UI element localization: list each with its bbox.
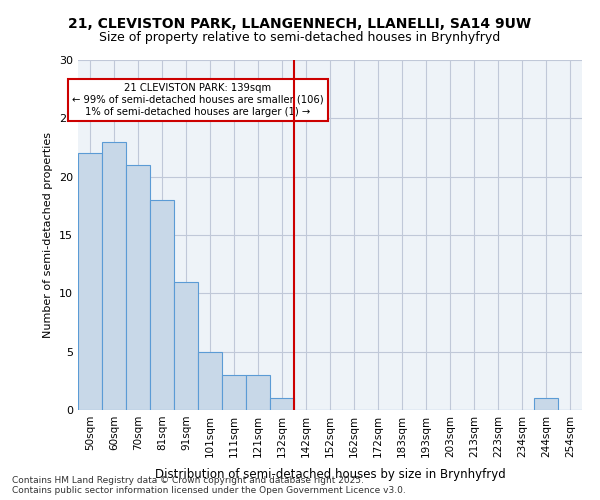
Text: 21, CLEVISTON PARK, LLANGENNECH, LLANELLI, SA14 9UW: 21, CLEVISTON PARK, LLANGENNECH, LLANELL… [68, 18, 532, 32]
Bar [174, 282, 198, 410]
Text: 21 CLEVISTON PARK: 139sqm
← 99% of semi-detached houses are smaller (106)
1% of : 21 CLEVISTON PARK: 139sqm ← 99% of semi-… [72, 84, 324, 116]
Bar [102, 142, 126, 410]
Bar [222, 375, 246, 410]
Text: Contains HM Land Registry data © Crown copyright and database right 2025.
Contai: Contains HM Land Registry data © Crown c… [12, 476, 406, 495]
Bar [198, 352, 222, 410]
Bar [126, 165, 150, 410]
Bar [270, 398, 294, 410]
X-axis label: Distribution of semi-detached houses by size in Brynhyfryd: Distribution of semi-detached houses by … [155, 468, 505, 481]
Y-axis label: Number of semi-detached properties: Number of semi-detached properties [43, 132, 53, 338]
Bar [150, 200, 174, 410]
Text: Size of property relative to semi-detached houses in Brynhyfryd: Size of property relative to semi-detach… [100, 31, 500, 44]
Bar [534, 398, 558, 410]
Bar [246, 375, 270, 410]
Bar [78, 154, 102, 410]
